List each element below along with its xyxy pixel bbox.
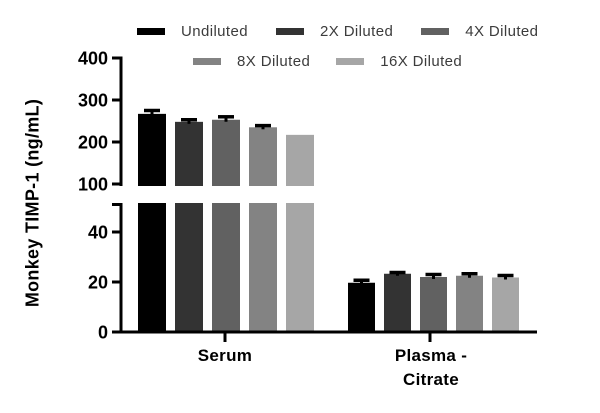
x-category-serum: Serum [197, 346, 253, 365]
bar-serum-undiluted [138, 203, 166, 332]
legend-label: 2X Diluted [319, 23, 394, 40]
legend-swatch-undiluted [137, 28, 165, 35]
legend-swatch-4x-diluted [421, 28, 450, 35]
bar-serum-4x-diluted [212, 203, 240, 332]
legend-item-undiluted: Undiluted [137, 23, 248, 40]
x-category-plasma-citrate: Plasma - Citrate [394, 346, 468, 389]
y-tick-label: 100 [78, 175, 108, 195]
bar-plasma-citrate-undiluted [348, 282, 375, 332]
legend-label: 16X Diluted [380, 53, 463, 70]
bar-serum-2x-diluted [175, 203, 203, 332]
legend-label: 4X Diluted [465, 23, 539, 40]
y-tick-label: 400 [78, 49, 108, 69]
bar-upper-serum-undiluted [138, 113, 166, 186]
y-tick-label: 300 [78, 91, 108, 111]
bar-plasma-citrate-16x-diluted [492, 277, 519, 332]
legend-label: Undiluted [181, 23, 248, 40]
legend-row-1: Undiluted 2X Diluted 4X Diluted [137, 23, 538, 40]
bar-upper-serum-4x-diluted [212, 119, 240, 186]
legend-swatch-16x-diluted [336, 58, 365, 65]
bar-serum-8x-diluted [249, 203, 277, 332]
legend-item-8x-diluted: 8X Diluted [193, 53, 310, 70]
bar-plasma-citrate-4x-diluted [420, 277, 447, 332]
legend-swatch-8x-diluted [193, 58, 221, 65]
legend-item-4x-diluted: 4X Diluted [421, 23, 538, 40]
legend-label: 8X Diluted [237, 53, 311, 70]
y-tick-label: 40 [88, 223, 108, 243]
legend-row-2: 8X Diluted 16X Diluted [193, 53, 462, 70]
y-tick-label: 0 [98, 323, 108, 343]
legend-item-2x-diluted: 2X Diluted [275, 23, 394, 40]
legend-swatch-2x-diluted [275, 28, 304, 35]
bar-serum-16x-diluted [286, 203, 314, 332]
legend-item-16x-diluted: 16X Diluted [336, 53, 462, 70]
bar-plasma-citrate-2x-diluted [384, 273, 411, 332]
bar-upper-serum-2x-diluted [175, 121, 203, 186]
bar-upper-serum-16x-diluted [286, 134, 314, 186]
bar-upper-serum-8x-diluted [249, 127, 277, 186]
y-tick-label: 200 [78, 133, 108, 153]
y-tick-label: 20 [88, 273, 108, 293]
bar-plasma-citrate-8x-diluted [456, 275, 483, 332]
